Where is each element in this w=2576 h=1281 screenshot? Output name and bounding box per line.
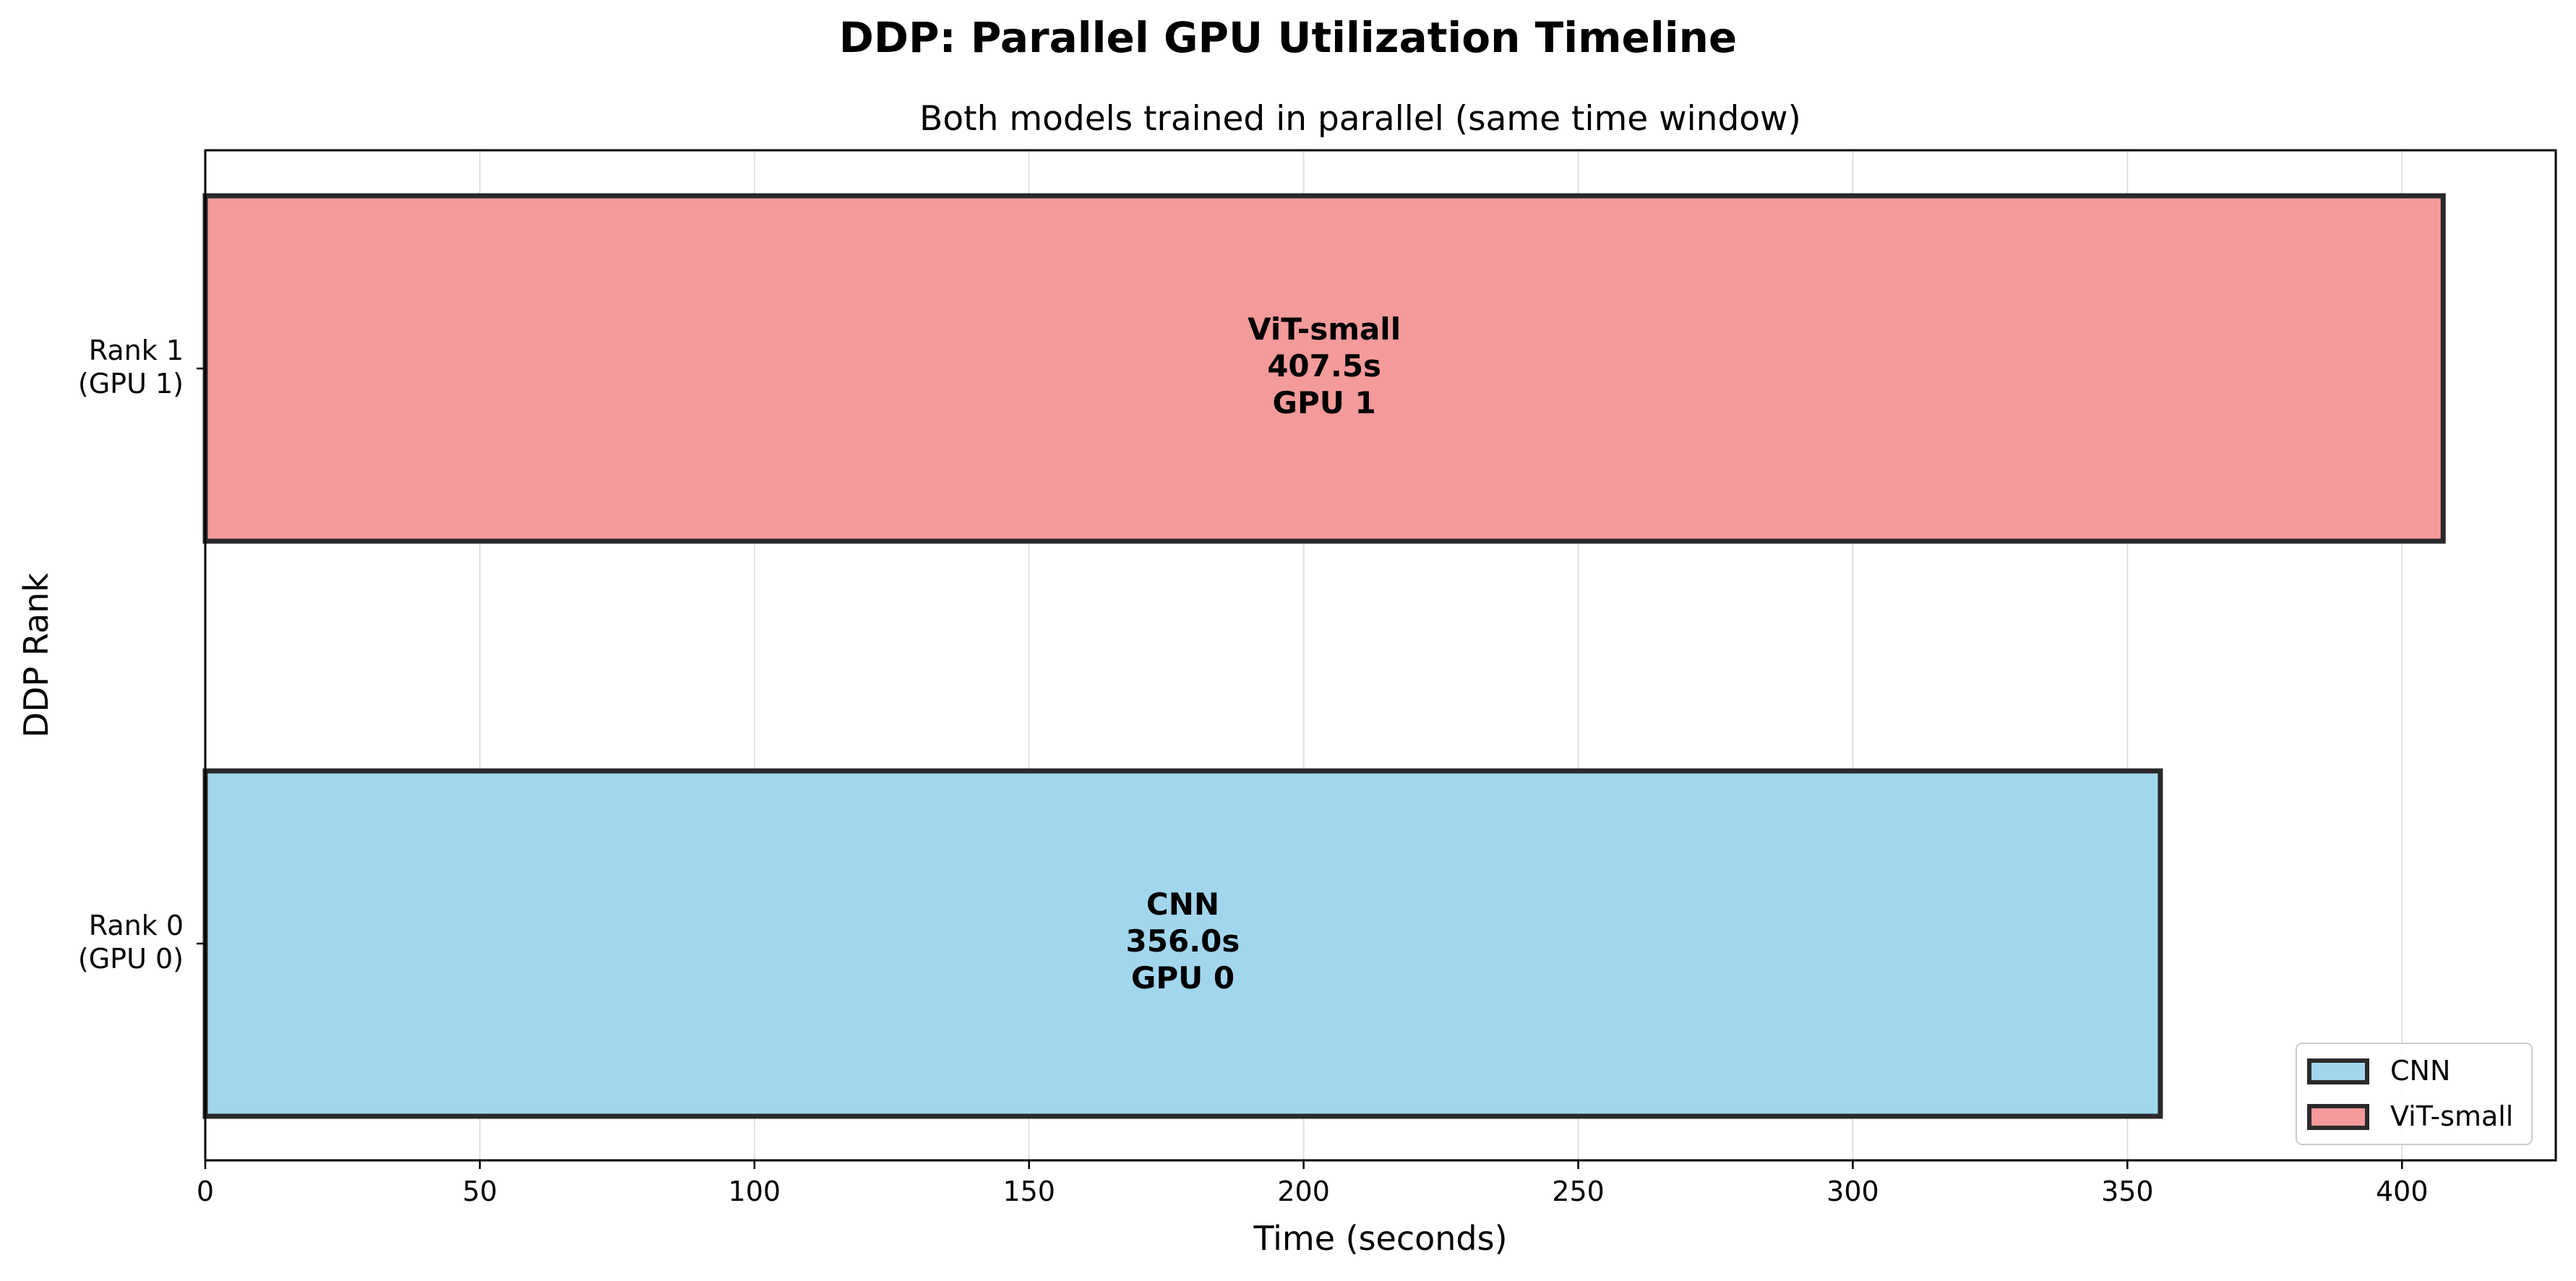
y-tick-label-rank-1: Rank 1 (GPU 1) [78,335,184,400]
y-axis-label: DDP Rank [17,573,56,738]
bars [202,193,2446,1119]
x-tick-label-350: 350 [2101,1176,2154,1207]
bar-label-cnn: CNN 356.0s GPU 0 [1126,887,1240,996]
chart-subtitle: Both models trained in parallel (same ti… [919,99,1801,139]
chart-title: DDP: Parallel GPU Utilization Timeline [839,13,1738,62]
bar-label-vit-small: ViT-small 407.5s GPU 1 [1248,311,1401,420]
legend-label-vit-small: ViT-small [2390,1100,2513,1132]
x-tick-label-0: 0 [197,1176,214,1207]
x-tick-label-400: 400 [2376,1176,2429,1207]
legend: CNN ViT-small [2296,1043,2533,1145]
y-tick-label-rank-0: Rank 0 (GPU 0) [78,910,184,975]
x-tick-label-300: 300 [1826,1176,1879,1207]
legend-label-cnn: CNN [2390,1055,2450,1087]
x-tick-label-250: 250 [1552,1176,1605,1207]
x-tick-label-100: 100 [729,1176,781,1207]
plot-frame [204,149,2557,1162]
legend-swatch-cnn [2307,1058,2369,1084]
x-tick-label-50: 50 [463,1176,497,1207]
bar-vit-small [202,193,2446,544]
x-tick-label-150: 150 [1003,1176,1055,1207]
x-axis-ticks: 0 50 100 150 200 250 300 350 400 [197,1160,2429,1207]
bar-cnn [202,768,2163,1119]
legend-swatch-vit-small [2307,1104,2369,1130]
x-axis-label: Time (seconds) [1253,1219,1507,1258]
x-tick-label-200: 200 [1277,1176,1330,1207]
bar-labels: CNN 356.0s GPU 0 ViT-small 407.5s GPU 1 [1126,311,1401,996]
y-axis-ticks: Rank 0 (GPU 0) Rank 1 (GPU 1) [78,335,205,975]
